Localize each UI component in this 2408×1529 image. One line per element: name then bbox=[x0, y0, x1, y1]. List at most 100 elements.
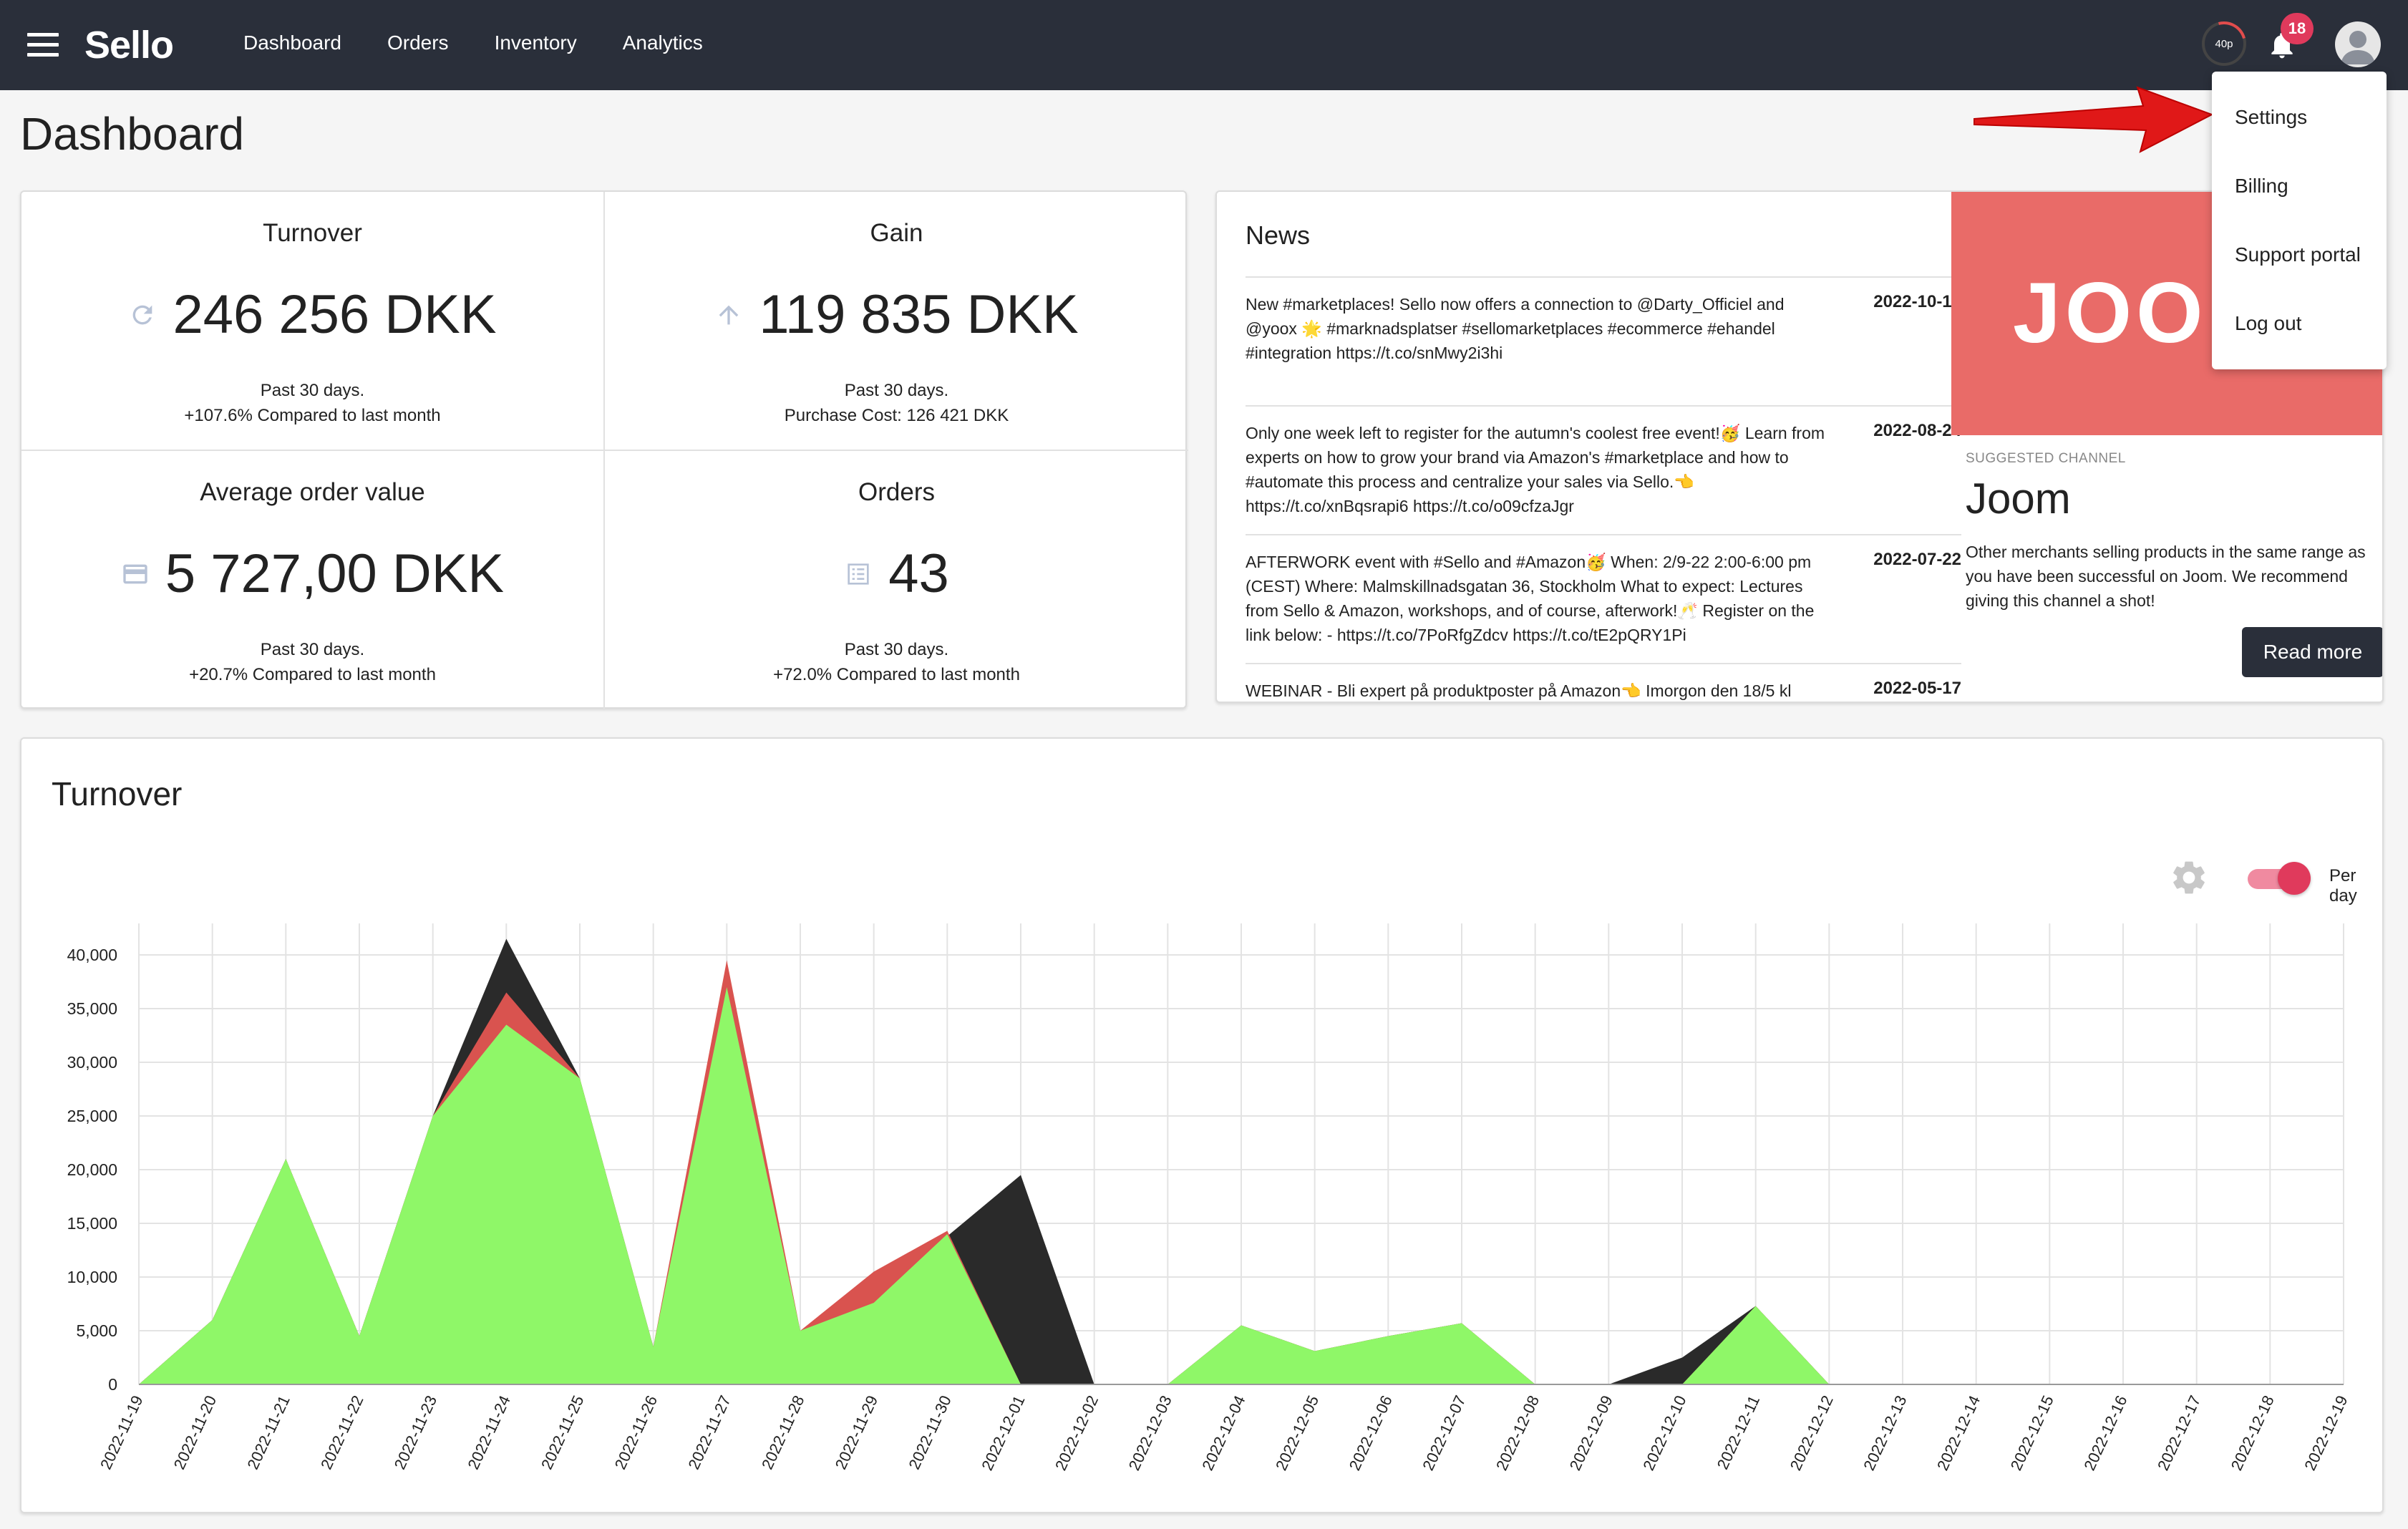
y-tick-label: 35,000 bbox=[67, 999, 117, 1018]
y-tick-label: 15,000 bbox=[67, 1214, 117, 1233]
menu-item-settings[interactable]: Settings bbox=[2235, 106, 2308, 128]
news-date: 2022-08-24 bbox=[1873, 421, 1961, 440]
kpi-value: 43 bbox=[888, 543, 949, 604]
x-tick-label: 2022-12-13 bbox=[1860, 1393, 1910, 1474]
x-tick-label: 2022-12-09 bbox=[1566, 1393, 1616, 1474]
area-series-2 bbox=[139, 987, 2344, 1384]
channel-description: Other merchants selling products in the … bbox=[1966, 543, 2366, 610]
news-divider bbox=[1246, 276, 1961, 278]
gear-icon[interactable] bbox=[2169, 858, 2209, 898]
x-tick-label: 2022-12-04 bbox=[1198, 1393, 1248, 1474]
quota-label: 40p bbox=[2215, 37, 2233, 50]
news-date: 2022-05-17 bbox=[1873, 679, 1961, 698]
news-text: AFTERWORK event with #Sello and #Amazon🥳… bbox=[1246, 553, 1815, 644]
chart-title: Turnover bbox=[52, 775, 183, 812]
nav-analytics[interactable]: Analytics bbox=[622, 31, 703, 54]
nav-inventory[interactable]: Inventory bbox=[494, 31, 577, 54]
x-tick-label: 2022-11-25 bbox=[538, 1393, 588, 1472]
refresh-icon bbox=[133, 305, 152, 324]
news-item[interactable]: WEBINAR - Bli expert på produktposter på… bbox=[1246, 664, 1961, 700]
news-item[interactable]: Only one week left to register for the a… bbox=[1246, 407, 1961, 535]
news-item[interactable]: New #marketplaces! Sello now offers a co… bbox=[1246, 278, 1961, 407]
x-tick-label: 2022-12-16 bbox=[2080, 1393, 2130, 1474]
menu-item-billing[interactable]: Billing bbox=[2235, 175, 2288, 197]
kpi-gain: Gain 119 835 DKK Past 30 days. Purchase C… bbox=[605, 192, 1188, 451]
turnover-chart-card: Turnover Per day 0 5,000 10,000 15,000 20,00… bbox=[20, 737, 2384, 1513]
x-tick-label: 2022-12-14 bbox=[1933, 1393, 1984, 1474]
y-tick-label: 10,000 bbox=[67, 1268, 117, 1286]
news-text: Only one week left to register for the a… bbox=[1246, 424, 1825, 515]
x-tick-label: 2022-12-18 bbox=[2228, 1393, 2278, 1474]
kpi-compare: +72.0% Compared to last month bbox=[773, 665, 1020, 684]
arrow-annotation bbox=[1974, 86, 2214, 153]
kpi-title: Orders bbox=[858, 478, 935, 506]
list-icon bbox=[848, 563, 869, 585]
y-tick-label: 20,000 bbox=[67, 1160, 117, 1179]
x-tick-label: 2022-12-17 bbox=[2154, 1393, 2204, 1474]
top-bar: Sello Dashboard Orders Inventory Analyti… bbox=[0, 0, 2408, 90]
news-title: News bbox=[1246, 220, 1311, 250]
x-tick-label: 2022-12-12 bbox=[1787, 1393, 1837, 1474]
x-tick-label: 2022-11-19 bbox=[97, 1393, 147, 1472]
news-item[interactable]: AFTERWORK event with #Sello and #Amazon🥳… bbox=[1246, 535, 1961, 664]
kpi-value: 5 727,00 DKK bbox=[165, 543, 505, 604]
x-tick-label: 2022-12-07 bbox=[1419, 1393, 1469, 1474]
x-tick-label: 2022-12-19 bbox=[2301, 1393, 2351, 1474]
x-tick-label: 2022-12-05 bbox=[1272, 1393, 1322, 1474]
kpi-orders: Orders 43 Past 30 days. +72.0% Compared t… bbox=[605, 451, 1188, 710]
news-date: 2022-10-13 bbox=[1873, 292, 1961, 311]
x-tick-label: 2022-12-06 bbox=[1346, 1393, 1396, 1474]
kpi-value: 119 835 DKK bbox=[759, 284, 1079, 345]
y-tick-label: 40,000 bbox=[67, 946, 117, 964]
quota-indicator[interactable]: 40p bbox=[2202, 21, 2246, 66]
y-tick-label: 5,000 bbox=[76, 1321, 117, 1340]
page-title: Dashboard bbox=[20, 108, 245, 160]
menu-item-support-portal[interactable]: Support portal bbox=[2235, 243, 2361, 266]
news-list[interactable]: New #marketplaces! Sello now offers a co… bbox=[1246, 278, 1961, 700]
app-logo[interactable]: Sello bbox=[84, 24, 174, 67]
user-menu: Settings Billing Support portal Log out bbox=[2212, 72, 2387, 369]
x-tick-label: 2022-11-29 bbox=[832, 1393, 882, 1472]
notification-badge: 18 bbox=[2281, 13, 2314, 44]
news-card: News New #marketplaces! Sello now offers… bbox=[1215, 190, 2384, 703]
kpi-period: Past 30 days. bbox=[260, 381, 365, 400]
nav-orders[interactable]: Orders bbox=[387, 31, 449, 54]
x-tick-label: 2022-11-22 bbox=[317, 1393, 367, 1472]
news-text: New #marketplaces! Sello now offers a co… bbox=[1246, 295, 1785, 362]
y-tick-label: 25,000 bbox=[67, 1107, 117, 1125]
x-tick-label: 2022-11-28 bbox=[758, 1393, 808, 1472]
read-more-button[interactable]: Read more bbox=[2242, 627, 2382, 677]
turnover-chart: 0 5,000 10,000 15,000 20,000 25,000 30,000 35,0… bbox=[67, 923, 2351, 1474]
menu-icon[interactable] bbox=[27, 33, 59, 57]
x-tick-label: 2022-11-23 bbox=[391, 1393, 441, 1472]
kpi-purchase-cost: Purchase Cost: 126 421 DKK bbox=[784, 406, 1009, 425]
channel-name: Joom bbox=[1966, 475, 2071, 523]
avatar[interactable] bbox=[2335, 21, 2381, 67]
kpi-average-order-value: Average order value 5 727,00 DKK Past 30… bbox=[21, 451, 605, 710]
x-tick-label: 2022-11-24 bbox=[464, 1393, 514, 1472]
kpi-card: Turnover 246 256 DKK Past 30 days. +107.6… bbox=[20, 190, 1188, 710]
x-tick-label: 2022-11-27 bbox=[684, 1393, 734, 1472]
x-tick-label: 2022-11-30 bbox=[905, 1393, 955, 1472]
kpi-value: 246 256 DKK bbox=[173, 284, 497, 345]
x-tick-label: 2022-12-01 bbox=[978, 1393, 1028, 1474]
y-tick-label: 30,000 bbox=[67, 1053, 117, 1072]
news-date: 2022-07-22 bbox=[1873, 550, 1961, 569]
kpi-period: Past 30 days. bbox=[260, 640, 365, 659]
kpi-title: Average order value bbox=[200, 478, 425, 506]
x-tick-label: 2022-12-03 bbox=[1125, 1393, 1175, 1474]
suggested-channel-tag: SUGGESTED CHANNEL bbox=[1966, 451, 2126, 466]
x-tick-label: 2022-11-21 bbox=[243, 1393, 293, 1472]
y-tick-label: 0 bbox=[108, 1375, 117, 1394]
x-tick-label: 2022-12-10 bbox=[1639, 1393, 1689, 1474]
menu-item-log-out[interactable]: Log out bbox=[2235, 312, 2302, 334]
x-tick-label: 2022-12-11 bbox=[1714, 1393, 1764, 1472]
x-tick-label: 2022-12-15 bbox=[2007, 1393, 2057, 1474]
nav-dashboard[interactable]: Dashboard bbox=[243, 31, 341, 54]
kpi-turnover: Turnover 246 256 DKK Past 30 days. +107.6… bbox=[21, 192, 605, 451]
main-nav: Dashboard Orders Inventory Analytics bbox=[243, 31, 749, 54]
x-tick-label: 2022-11-20 bbox=[170, 1393, 220, 1472]
x-tick-label: 2022-11-26 bbox=[611, 1393, 661, 1472]
per-day-toggle[interactable] bbox=[2245, 862, 2311, 895]
x-tick-label: 2022-12-02 bbox=[1052, 1393, 1102, 1474]
